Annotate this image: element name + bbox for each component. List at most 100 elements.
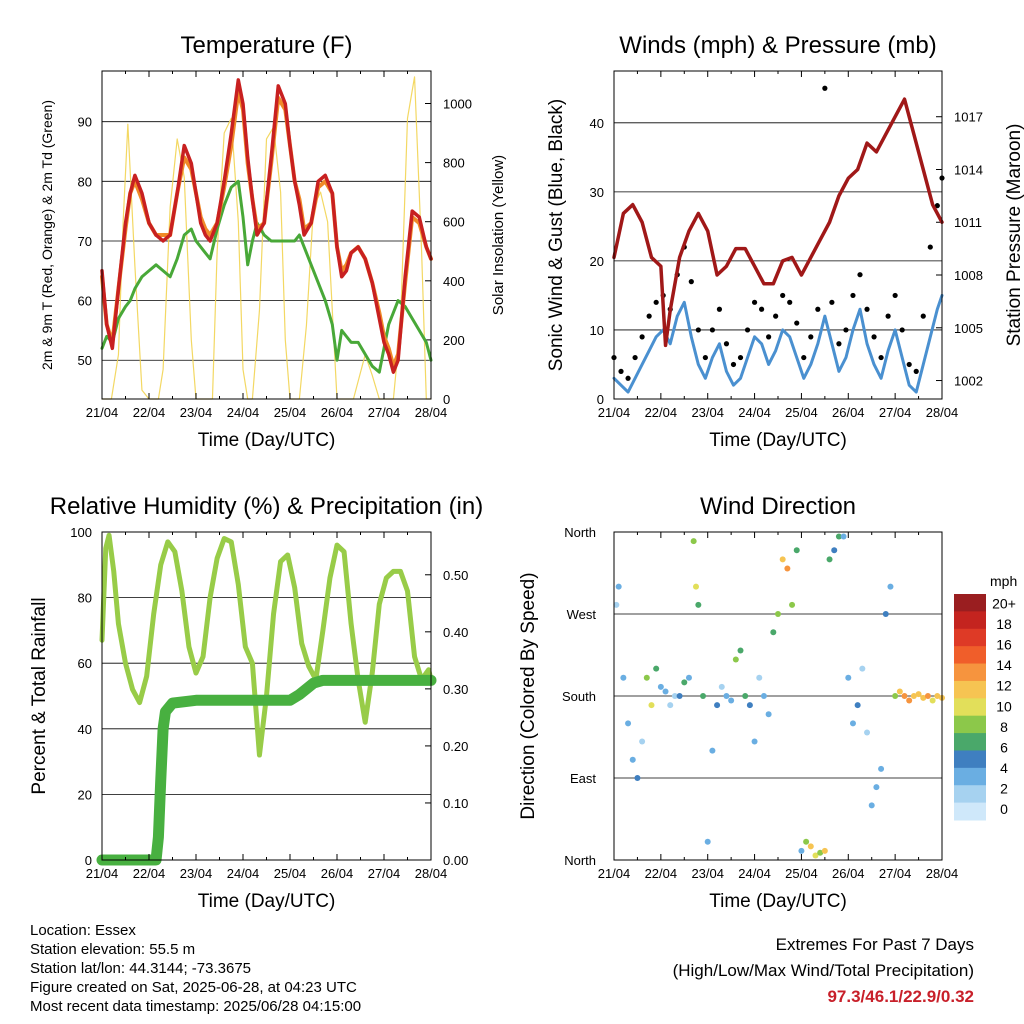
direction-point <box>693 583 699 590</box>
x-tick-label: 27/04 <box>368 866 401 881</box>
direction-point <box>667 702 674 709</box>
y2-tick-label: 1008 <box>954 268 983 283</box>
direction-point <box>625 720 632 727</box>
direction-point <box>629 756 636 763</box>
speed-legend: mph 20+ 18 16 14 12 10 8 6 4 2 0 <box>954 573 1017 821</box>
y-axis-label: Sonic Wind & Gust (Blue, Black) <box>546 99 567 371</box>
y2-tick-label: 1000 <box>443 97 472 112</box>
gust-point <box>934 203 940 209</box>
y-tick-label: East <box>570 771 596 786</box>
x-tick-label: 23/04 <box>180 866 213 881</box>
x-tick-label: 21/04 <box>86 866 119 881</box>
legend-swatch <box>954 733 986 751</box>
y-tick-label: 90 <box>78 115 92 130</box>
y2-tick-label: 1005 <box>954 321 983 336</box>
direction-point <box>657 683 664 690</box>
direction-point <box>864 729 871 736</box>
direction-point <box>695 601 702 608</box>
y-tick-label: 80 <box>78 174 92 189</box>
direction-point <box>723 693 730 699</box>
gust-point <box>843 327 849 333</box>
direction-point <box>718 683 725 690</box>
x-tick-label: 24/04 <box>227 866 260 881</box>
station-info: Location: Essex Station elevation: 55.5 … <box>30 921 361 1016</box>
y2-tick-label: 1014 <box>954 162 983 177</box>
x-tick-label: 26/04 <box>832 405 865 420</box>
y2-tick-label: 1002 <box>954 374 983 389</box>
legend-label: 0 <box>1000 801 1008 817</box>
direction-point <box>662 688 669 695</box>
x-tick-label: 24/04 <box>227 405 260 420</box>
y-tick-label: 0 <box>85 853 92 868</box>
x-tick-label: 26/04 <box>321 866 354 881</box>
latlon-text: Station lat/lon: 44.3144; -73.3675 <box>30 960 252 977</box>
legend-label: 10 <box>996 698 1012 714</box>
x-tick-label: 28/04 <box>926 866 959 881</box>
timestamp-text: Most recent data timestamp: 2025/06/28 0… <box>30 998 362 1015</box>
panel-humidity: 0 20 40 60 80 100 0.00 0.10 0.20 0.30 0.40 0.50 Perc… <box>29 493 483 912</box>
y-tick-label: 30 <box>590 185 604 200</box>
plot-frame <box>101 531 432 861</box>
x-tick-label: 28/04 <box>415 405 448 420</box>
chart-title: Winds (mph) & Pressure (mb) <box>619 32 936 59</box>
legend-label: 20+ <box>992 596 1016 612</box>
direction-point <box>789 601 796 608</box>
direction-point <box>671 693 678 699</box>
y-tick-label: 40 <box>78 722 92 737</box>
extremes-box: Extremes For Past 7 Days (High/Low/Max W… <box>673 935 974 1007</box>
x-tick-label: 22/04 <box>133 405 166 420</box>
direction-point <box>831 547 838 554</box>
direction-point <box>873 784 880 791</box>
legend-swatch <box>954 594 986 612</box>
direction-point <box>793 547 800 554</box>
direction-point <box>878 765 885 772</box>
direction-point <box>892 693 899 699</box>
y2-tick-label: 0.00 <box>443 853 468 868</box>
direction-point <box>826 556 833 563</box>
y2-tick-label: 200 <box>443 333 465 348</box>
gust-point <box>829 299 835 305</box>
gust-point <box>899 327 905 333</box>
plot-frame <box>613 70 943 400</box>
gust-point <box>808 334 814 340</box>
y-tick-label: 60 <box>78 656 92 671</box>
x-tick-label: 27/04 <box>879 866 912 881</box>
direction-point <box>648 702 655 709</box>
direction-point <box>756 674 763 681</box>
direction-point <box>812 852 819 859</box>
y-tick-label: 80 <box>78 591 92 606</box>
direction-point <box>779 556 786 563</box>
extremes-title: Extremes For Past 7 Days <box>775 935 974 954</box>
extremes-subtitle: (High/Low/Max Wind/Total Precipitation) <box>672 961 974 980</box>
x-tick-label: 24/04 <box>738 405 771 420</box>
direction-point <box>896 688 903 695</box>
direction-point <box>910 693 917 699</box>
gust-point <box>737 354 744 361</box>
direction-point <box>906 697 913 704</box>
y2-tick-label: 0 <box>443 392 450 407</box>
legend-swatch <box>954 767 986 786</box>
panel-temperature: 50 60 70 80 90 0 200 400 600 800 1000 2m & 9m T (Re… <box>39 32 507 451</box>
legend-swatch <box>954 663 986 682</box>
x-axis-label: Time (Day/UTC) <box>198 891 336 912</box>
direction-point <box>920 694 927 701</box>
x-tick-label: 27/04 <box>879 405 912 420</box>
gust-point <box>688 279 694 285</box>
gust-point <box>857 272 863 278</box>
x-tick-label: 22/04 <box>645 866 678 881</box>
legend-swatch <box>954 628 986 647</box>
gust-point <box>639 334 645 340</box>
direction-point <box>859 665 866 672</box>
y2-tick-label: 1011 <box>954 215 982 230</box>
direction-point <box>803 838 810 845</box>
direction-point <box>770 629 777 636</box>
y-tick-label: 100 <box>70 525 92 540</box>
y-tick-label: North <box>564 853 596 868</box>
legend-swatch <box>954 611 986 630</box>
legend-swatch <box>954 802 986 821</box>
x-tick-label: 28/04 <box>415 866 448 881</box>
chart-title: Wind Direction <box>700 493 856 520</box>
gust-point <box>920 313 926 319</box>
x-tick-label: 22/04 <box>133 866 166 881</box>
